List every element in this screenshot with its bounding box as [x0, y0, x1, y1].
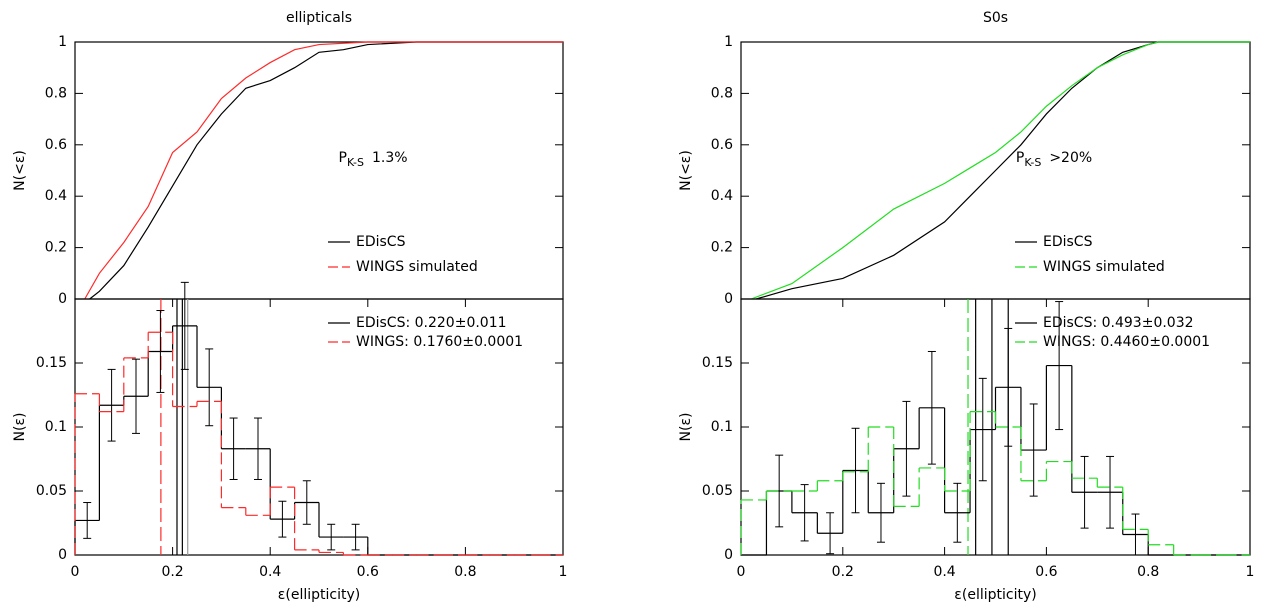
legend-label: WINGS simulated: [356, 259, 478, 275]
cumulative-line: [89, 41, 563, 300]
y-tick-label: 0.8: [45, 85, 67, 101]
x-tick-label: 0: [737, 564, 746, 580]
legend-label: WINGS: 0.4460±0.0001: [1043, 334, 1210, 350]
x-tick-label: 0.2: [161, 564, 183, 580]
y-tick-label: 0.8: [711, 85, 733, 101]
y-tick-label: 1: [58, 34, 67, 50]
x-tick-label: 0.4: [933, 564, 955, 580]
y-tick-label: 0.2: [711, 240, 733, 256]
x-tick-label: 0.2: [832, 564, 854, 580]
y-tick-label: 0: [58, 291, 67, 307]
y-axis-label: N(<ε): [678, 150, 694, 191]
legend-label: EDisCS: [356, 234, 406, 250]
cumulative-line: [84, 41, 563, 300]
y-tick-label: 0.15: [702, 355, 733, 371]
x-tick-label: 0.6: [357, 564, 379, 580]
x-tick-label: 1: [559, 564, 568, 580]
y-axis-label: N(ε): [678, 413, 694, 442]
x-tick-label: 0.8: [1137, 564, 1159, 580]
legend-label: EDisCS: 0.220±0.011: [356, 315, 507, 331]
x-axis-label: ε(ellipticity): [278, 587, 360, 603]
annotation: PK-S >20%: [1016, 150, 1092, 169]
annotation-text: 1.3%: [372, 150, 408, 166]
annotation-sub: K-S: [347, 156, 364, 169]
y-tick-label: 0.2: [45, 240, 67, 256]
annotation-main: P: [339, 150, 347, 166]
y-tick-label: 1: [724, 34, 733, 50]
cumulative-line: [750, 41, 1250, 300]
x-axis-label: ε(ellipticity): [954, 587, 1036, 603]
legend-label: WINGS: 0.1760±0.0001: [356, 334, 523, 350]
legend-label: WINGS simulated: [1043, 259, 1165, 275]
y-tick-label: 0.15: [36, 355, 67, 371]
chart-title: ellipticals: [286, 10, 352, 26]
y-tick-label: 0.1: [45, 419, 67, 435]
x-tick-label: 0.6: [1035, 564, 1057, 580]
y-tick-label: 0: [724, 547, 733, 563]
x-tick-label: 0.4: [259, 564, 281, 580]
x-tick-label: 0.8: [454, 564, 476, 580]
y-axis-label: N(<ε): [12, 150, 28, 191]
x-tick-label: 0: [71, 564, 80, 580]
y-tick-label: 0: [724, 291, 733, 307]
legend-label: EDisCS: [1043, 234, 1093, 250]
annotation: PK-S 1.3%: [339, 150, 408, 169]
legend-label: EDisCS: 0.493±0.032: [1043, 315, 1194, 331]
y-tick-label: 0.6: [45, 137, 67, 153]
y-tick-label: 0.05: [702, 483, 733, 499]
annotation-main: P: [1016, 150, 1024, 166]
y-tick-label: 0.6: [711, 137, 733, 153]
y-axis-label: N(ε): [12, 413, 28, 442]
y-tick-label: 0.4: [711, 188, 733, 204]
y-tick-label: 0.05: [36, 483, 67, 499]
y-tick-label: 0.1: [711, 419, 733, 435]
x-tick-label: 1: [1246, 564, 1255, 580]
cumulative-line: [756, 41, 1250, 300]
annotation-text: >20%: [1049, 150, 1092, 166]
chart-title: S0s: [983, 10, 1008, 26]
y-tick-label: 0: [58, 547, 67, 563]
annotation-sub: K-S: [1024, 156, 1041, 169]
y-tick-label: 0.4: [45, 188, 67, 204]
plot-frame: [74, 41, 564, 300]
